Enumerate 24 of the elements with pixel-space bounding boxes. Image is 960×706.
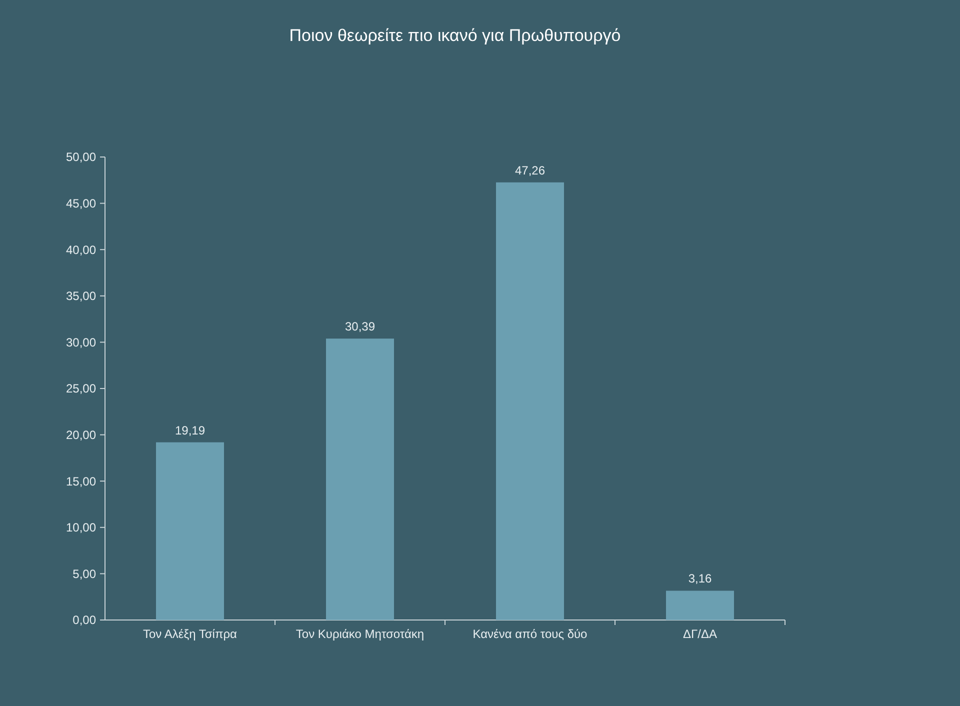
y-tick-label: 0,00 xyxy=(72,613,96,628)
data-label: 3,16 xyxy=(688,572,712,586)
data-label: 30,39 xyxy=(344,320,376,334)
x-tick-label: Τον Αλέξη Τσίπρα xyxy=(142,627,238,641)
bar xyxy=(156,442,224,620)
y-tick-label: 35,00 xyxy=(66,289,96,304)
x-tick-label: Τον Κυριάκο Μητσοτάκη xyxy=(296,627,424,641)
x-tick-label: ΔΓ/ΔΑ xyxy=(683,627,717,641)
y-tick-label: 30,00 xyxy=(66,335,96,350)
bar xyxy=(496,182,564,620)
y-tick-label: 40,00 xyxy=(66,242,96,257)
data-label: 19,19 xyxy=(174,423,206,438)
y-tick-label: 50,00 xyxy=(66,150,96,164)
bar xyxy=(666,590,734,620)
bar xyxy=(326,338,394,620)
y-tick-label: 10,00 xyxy=(66,520,96,535)
chart-title: Ποιον θεωρείτε πιο ικανό για Πρωθυπουργό xyxy=(289,26,621,45)
y-tick-label: 5,00 xyxy=(72,566,96,581)
x-tick-label: Κανένα από τους δύο xyxy=(472,627,588,641)
data-label: 47,26 xyxy=(514,163,546,178)
y-tick-label: 25,00 xyxy=(66,382,96,396)
y-tick-label: 15,00 xyxy=(66,474,96,488)
y-tick-label: 45,00 xyxy=(66,196,96,210)
y-tick-label: 20,00 xyxy=(66,428,96,442)
